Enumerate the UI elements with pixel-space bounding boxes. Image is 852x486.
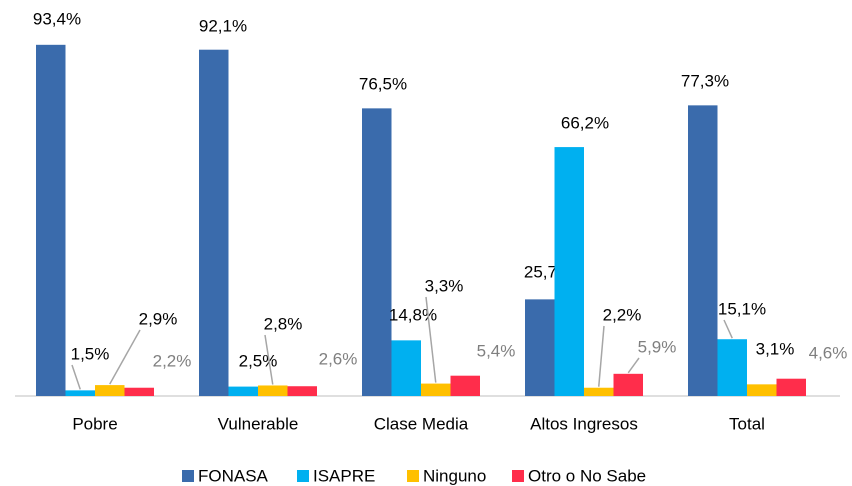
x-tick-label: Pobre [72,414,117,433]
leader-line [109,329,141,385]
bar [421,383,451,396]
legend-label: Ninguno [423,466,486,485]
data-label: 15,1% [718,299,766,318]
bar [362,108,392,397]
bar [287,386,317,396]
data-label: 3,1% [756,339,795,358]
bar [228,386,258,396]
leader-line [598,325,605,387]
legend-label: FONASA [198,466,269,485]
x-tick-label: Vulnerable [218,414,299,433]
data-label: 2,2% [153,351,192,370]
data-label: 93,4% [33,9,81,28]
leader-line [723,319,733,339]
data-label: 66,2% [561,113,609,132]
bar [36,44,66,396]
data-label: 1,5% [71,344,110,363]
bar [776,378,806,396]
bar [65,390,95,396]
bar [747,384,777,396]
data-label: 3,3% [425,276,464,295]
legend-swatch [297,470,309,482]
bar [124,387,154,396]
legend-swatch [512,470,524,482]
leader-line [627,357,640,374]
leader-line [71,364,81,390]
legend-swatch [407,470,419,482]
data-label: 5,9% [638,337,677,356]
legend-label: Otro o No Sabe [528,466,646,485]
x-tick-label: Total [729,414,765,433]
bar [584,387,614,396]
data-label: 2,9% [139,309,178,328]
bar [258,385,288,396]
leader-line [264,334,274,385]
bar [95,385,125,396]
data-label: 77,3% [681,71,729,90]
leader-line [425,296,437,383]
bar [525,299,555,396]
bar [199,49,229,396]
data-label: 92,1% [199,16,247,35]
data-label: 4,6% [809,343,848,362]
bar [717,339,747,396]
x-tick-label: Altos Ingresos [530,414,638,433]
bar [613,373,643,396]
data-label: 14,8% [389,305,437,324]
legend-swatch [182,470,194,482]
data-label: 2,5% [239,351,278,370]
data-label: 2,6% [319,349,358,368]
data-label: 2,2% [603,305,642,324]
data-label: 2,8% [264,314,303,333]
bar [391,340,421,396]
bar [450,375,480,396]
data-label: 5,4% [477,341,516,360]
data-label: 76,5% [359,74,407,93]
legend-label: ISAPRE [313,466,375,485]
bar [688,105,718,397]
bar [554,147,584,396]
x-tick-label: Clase Media [374,414,469,433]
